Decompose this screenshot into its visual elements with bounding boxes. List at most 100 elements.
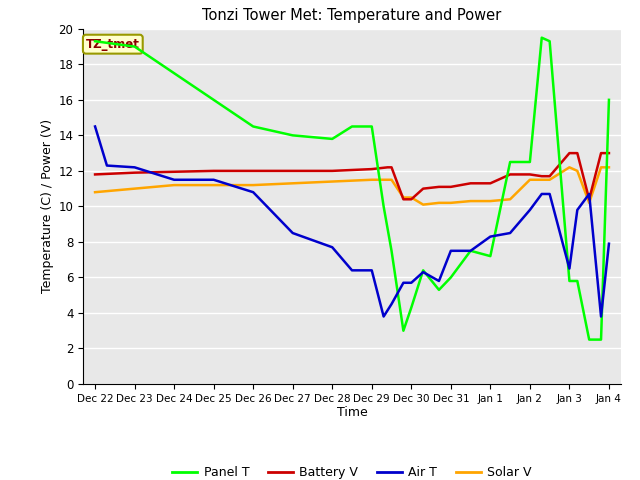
Battery V xyxy=(131,170,138,176)
Panel T xyxy=(447,275,454,280)
Panel T xyxy=(380,204,387,209)
Panel T xyxy=(348,124,356,130)
X-axis label: Time: Time xyxy=(337,407,367,420)
Panel T xyxy=(546,38,554,44)
Air T xyxy=(435,278,443,284)
Panel T xyxy=(486,253,494,259)
Solar V xyxy=(538,177,545,182)
Battery V xyxy=(328,168,336,174)
Battery V xyxy=(573,150,581,156)
Solar V xyxy=(546,177,554,182)
Solar V xyxy=(388,177,396,182)
Battery V xyxy=(92,171,99,177)
Solar V xyxy=(368,177,376,182)
Battery V xyxy=(486,180,494,186)
Battery V xyxy=(388,165,396,170)
Air T xyxy=(103,163,111,168)
Panel T xyxy=(92,38,99,44)
Air T xyxy=(506,230,514,236)
Legend: Panel T, Battery V, Air T, Solar V: Panel T, Battery V, Air T, Solar V xyxy=(168,461,536,480)
Panel T xyxy=(289,132,296,138)
Solar V xyxy=(486,198,494,204)
Air T xyxy=(538,191,545,197)
Battery V xyxy=(566,150,573,156)
Air T xyxy=(380,313,387,319)
Air T xyxy=(289,230,296,236)
Line: Air T: Air T xyxy=(95,127,609,316)
Air T xyxy=(131,165,138,170)
Battery V xyxy=(170,169,178,175)
Battery V xyxy=(368,166,376,172)
Solar V xyxy=(597,165,605,170)
Battery V xyxy=(586,196,593,202)
Panel T xyxy=(210,97,218,103)
Text: TZ_tmet: TZ_tmet xyxy=(86,37,140,51)
Panel T xyxy=(538,35,545,40)
Title: Tonzi Tower Met: Temperature and Power: Tonzi Tower Met: Temperature and Power xyxy=(202,9,502,24)
Panel T xyxy=(131,44,138,49)
Battery V xyxy=(467,180,474,186)
Solar V xyxy=(605,165,612,170)
Solar V xyxy=(250,182,257,188)
Solar V xyxy=(566,165,573,170)
Solar V xyxy=(170,182,178,188)
Air T xyxy=(368,267,376,273)
Y-axis label: Temperature (C) / Power (V): Temperature (C) / Power (V) xyxy=(42,120,54,293)
Panel T xyxy=(467,248,474,253)
Solar V xyxy=(506,196,514,202)
Line: Panel T: Panel T xyxy=(95,37,609,340)
Battery V xyxy=(435,184,443,190)
Battery V xyxy=(250,168,257,174)
Battery V xyxy=(399,196,407,202)
Battery V xyxy=(506,171,514,177)
Air T xyxy=(408,280,415,286)
Line: Battery V: Battery V xyxy=(95,153,609,199)
Air T xyxy=(250,189,257,195)
Solar V xyxy=(586,200,593,206)
Panel T xyxy=(605,97,612,103)
Air T xyxy=(586,191,593,197)
Solar V xyxy=(573,168,581,174)
Panel T xyxy=(368,124,376,130)
Air T xyxy=(388,301,396,307)
Solar V xyxy=(210,182,218,188)
Panel T xyxy=(435,287,443,293)
Battery V xyxy=(538,173,545,179)
Battery V xyxy=(419,186,427,192)
Air T xyxy=(526,207,534,213)
Solar V xyxy=(526,177,534,182)
Battery V xyxy=(289,168,296,174)
Panel T xyxy=(506,159,514,165)
Solar V xyxy=(399,195,407,201)
Panel T xyxy=(399,328,407,334)
Battery V xyxy=(597,150,605,156)
Panel T xyxy=(408,305,415,311)
Panel T xyxy=(419,267,427,273)
Battery V xyxy=(408,196,415,202)
Solar V xyxy=(447,200,454,206)
Solar V xyxy=(419,202,427,207)
Air T xyxy=(170,177,178,182)
Air T xyxy=(546,191,554,197)
Air T xyxy=(467,248,474,253)
Air T xyxy=(419,269,427,275)
Air T xyxy=(597,313,605,319)
Air T xyxy=(92,124,99,130)
Panel T xyxy=(566,278,573,284)
Battery V xyxy=(605,150,612,156)
Air T xyxy=(486,234,494,240)
Solar V xyxy=(435,200,443,206)
Panel T xyxy=(250,124,257,130)
Solar V xyxy=(289,180,296,186)
Panel T xyxy=(388,248,396,253)
Solar V xyxy=(131,186,138,192)
Panel T xyxy=(586,337,593,343)
Air T xyxy=(605,241,612,247)
Air T xyxy=(399,280,407,286)
Battery V xyxy=(526,171,534,177)
Battery V xyxy=(210,168,218,174)
Solar V xyxy=(328,179,336,184)
Panel T xyxy=(170,71,178,76)
Air T xyxy=(348,267,356,273)
Solar V xyxy=(92,189,99,195)
